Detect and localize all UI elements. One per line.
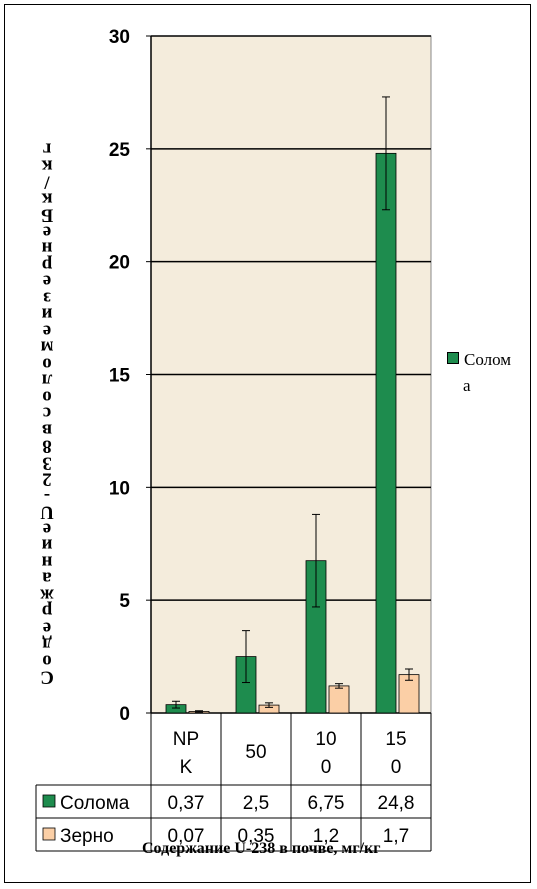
x-category-label: 10 <box>315 729 336 750</box>
data-label: 0,35 <box>238 826 275 847</box>
data-label: 0,07 <box>168 826 205 847</box>
y-tick-label: 0 <box>119 704 130 725</box>
legend-label-straw-2: а <box>463 376 471 395</box>
x-category-label: K <box>180 757 193 778</box>
data-label: 0,37 <box>168 793 205 814</box>
x-category-label: 15 <box>385 729 406 750</box>
x-category-label: NP <box>173 729 199 750</box>
table-legend-swatch <box>42 827 56 841</box>
y-tick-label: 20 <box>109 253 130 274</box>
legend: Солом а <box>447 350 511 396</box>
y-tick-label: 5 <box>119 591 130 612</box>
chart-frame <box>4 4 531 883</box>
data-label: 24,8 <box>378 793 415 814</box>
table-series-name: Солома <box>60 793 130 814</box>
y-tick-label: 10 <box>109 478 130 499</box>
data-label: 6,75 <box>308 793 345 814</box>
data-label: 1,7 <box>383 826 409 847</box>
y-tick-label: 15 <box>109 366 131 387</box>
y-tick-label: 30 <box>109 27 130 48</box>
data-label: 1,2 <box>313 826 339 847</box>
x-axis-title: Содержание U-238 в почве, мг/кг <box>142 840 381 857</box>
x-category-label: 0 <box>321 757 332 778</box>
table-legend-swatch <box>42 794 56 808</box>
bar-grain <box>328 685 350 714</box>
bar-straw <box>375 152 397 714</box>
x-category-label: 0 <box>391 757 402 778</box>
table-series-name: Зерно <box>60 826 114 847</box>
y-tick-label: 25 <box>109 140 131 161</box>
data-label: 2,5 <box>243 793 269 814</box>
legend-label-straw-1: Солом <box>464 350 512 369</box>
legend-swatch-straw <box>447 352 459 364</box>
x-category-label: 50 <box>245 742 266 763</box>
